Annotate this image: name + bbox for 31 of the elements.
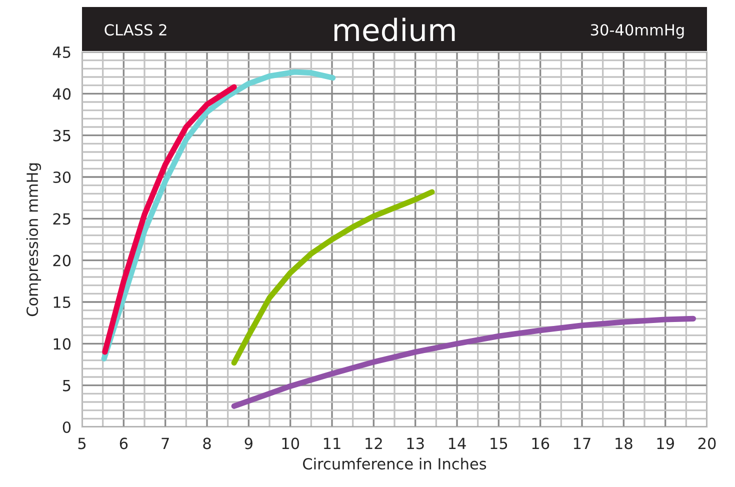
x-tick-label: 6 bbox=[120, 438, 128, 450]
text: CLASS 2 bbox=[104, 24, 166, 36]
x-tick-label: 17 bbox=[574, 438, 590, 450]
x-tick-label: 12 bbox=[366, 438, 382, 450]
x-tick-label: 20 bbox=[698, 438, 716, 450]
x-tick-label: 19 bbox=[657, 438, 674, 450]
y-tick-label: 45 bbox=[52, 46, 70, 58]
y-tick-label: 35 bbox=[53, 130, 70, 142]
x-tick-label: 9 bbox=[244, 438, 252, 450]
x-tick-label: 16 bbox=[532, 438, 550, 450]
x-tick-label: 5 bbox=[78, 438, 86, 450]
text: 30-40mmHg bbox=[590, 24, 684, 39]
y-tick-label: 0 bbox=[62, 421, 71, 434]
y-tick-label: 15 bbox=[54, 296, 70, 308]
y-tick-label: 5 bbox=[63, 380, 70, 392]
x-tick-label: 15 bbox=[490, 438, 508, 450]
x-tick-label: 14 bbox=[448, 438, 466, 450]
y-tick-label: 20 bbox=[53, 254, 71, 266]
y-tick-label: 25 bbox=[53, 213, 70, 225]
x-tick-label: 18 bbox=[616, 438, 632, 450]
x-tick-label: 13 bbox=[407, 438, 424, 450]
y-axis-title: Compression mmHg bbox=[26, 163, 42, 316]
x-tick-label: 7 bbox=[162, 438, 169, 450]
chart-title: medium bbox=[334, 18, 455, 42]
y-tick-label: 10 bbox=[54, 338, 71, 350]
x-tick-label: 10 bbox=[282, 438, 300, 450]
x-tick-label: 8 bbox=[203, 438, 211, 450]
x-tick-label: 11 bbox=[324, 438, 340, 450]
x-axis-title: Circumference in Inches bbox=[303, 458, 486, 470]
y-tick-label: 40 bbox=[52, 88, 71, 100]
y-tick-label: 30 bbox=[53, 171, 71, 184]
